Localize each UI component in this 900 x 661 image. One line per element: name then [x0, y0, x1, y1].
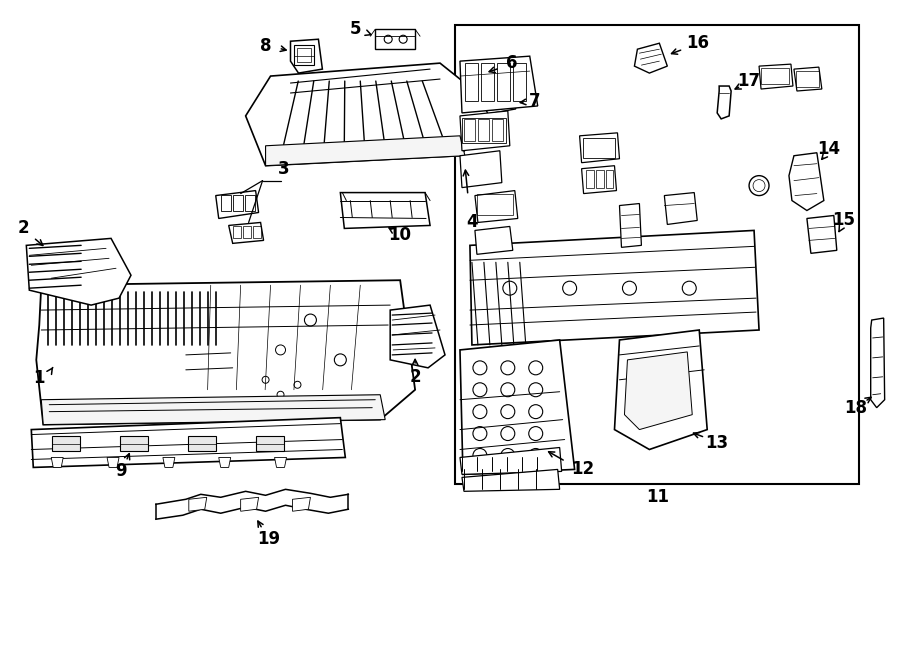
Text: 6: 6 [506, 54, 518, 72]
Text: 10: 10 [389, 227, 411, 245]
Text: 5: 5 [349, 20, 361, 38]
Polygon shape [460, 56, 537, 113]
Bar [233, 227, 240, 239]
Bar [52, 436, 80, 451]
Bar [233, 194, 243, 210]
Polygon shape [391, 305, 445, 368]
Polygon shape [717, 86, 731, 119]
Text: 12: 12 [571, 461, 594, 479]
Polygon shape [460, 340, 574, 475]
Bar [256, 436, 284, 451]
Bar [497, 63, 509, 101]
Polygon shape [619, 204, 642, 247]
Polygon shape [460, 111, 509, 151]
Polygon shape [664, 192, 698, 225]
Text: 11: 11 [646, 488, 669, 506]
Bar [465, 63, 478, 101]
Polygon shape [32, 418, 346, 467]
Text: 18: 18 [844, 399, 868, 416]
Text: 1: 1 [33, 369, 45, 387]
Polygon shape [870, 318, 885, 408]
Bar [298, 48, 311, 62]
Text: 14: 14 [817, 139, 841, 158]
Polygon shape [634, 43, 667, 73]
Polygon shape [470, 231, 759, 345]
Text: 3: 3 [278, 160, 289, 178]
Polygon shape [462, 469, 560, 491]
Bar [120, 436, 148, 451]
Polygon shape [51, 457, 63, 467]
Polygon shape [483, 94, 512, 111]
Polygon shape [581, 166, 616, 194]
Polygon shape [36, 280, 415, 424]
Polygon shape [266, 136, 465, 166]
Text: 17: 17 [737, 72, 760, 90]
Polygon shape [216, 190, 258, 219]
Polygon shape [163, 457, 175, 467]
Polygon shape [26, 239, 131, 305]
Bar [478, 119, 489, 141]
Bar [462, 118, 506, 143]
Polygon shape [625, 352, 692, 430]
Bar [481, 63, 494, 101]
Polygon shape [375, 29, 415, 49]
Bar [582, 137, 616, 158]
Polygon shape [229, 223, 264, 243]
Polygon shape [41, 395, 385, 424]
Text: 2: 2 [17, 219, 29, 237]
Bar [761, 68, 789, 84]
Polygon shape [246, 63, 500, 166]
Polygon shape [789, 153, 824, 210]
Bar [464, 119, 475, 141]
Bar [606, 170, 614, 188]
Polygon shape [460, 151, 502, 188]
Polygon shape [794, 67, 822, 91]
Polygon shape [460, 447, 562, 475]
Polygon shape [340, 192, 430, 229]
Polygon shape [107, 457, 119, 467]
Bar [586, 170, 594, 188]
Polygon shape [480, 91, 516, 114]
Polygon shape [240, 497, 258, 511]
Text: 13: 13 [706, 434, 729, 451]
Polygon shape [759, 64, 793, 89]
Polygon shape [615, 330, 707, 449]
Bar [596, 170, 604, 188]
Polygon shape [219, 457, 230, 467]
Bar [294, 45, 314, 65]
Polygon shape [189, 497, 207, 511]
Text: 15: 15 [832, 212, 855, 229]
Polygon shape [465, 66, 485, 86]
Bar [455, 25, 859, 485]
Polygon shape [475, 190, 518, 223]
Text: 19: 19 [257, 530, 280, 548]
Polygon shape [291, 39, 322, 73]
Bar [243, 227, 250, 239]
Polygon shape [274, 457, 286, 467]
Text: 7: 7 [529, 92, 541, 110]
Polygon shape [475, 227, 513, 254]
Text: 16: 16 [686, 34, 708, 52]
Polygon shape [580, 133, 619, 163]
Bar [188, 436, 216, 451]
Text: 9: 9 [115, 463, 127, 481]
Text: 2: 2 [410, 368, 421, 386]
Text: 4: 4 [466, 214, 478, 231]
Bar [253, 227, 261, 239]
Polygon shape [807, 215, 837, 253]
Bar [492, 119, 503, 141]
Bar [220, 194, 230, 210]
Bar [245, 194, 255, 210]
Bar [796, 71, 819, 87]
Polygon shape [292, 497, 310, 511]
Bar [477, 194, 513, 215]
Text: 8: 8 [260, 37, 271, 56]
Bar [513, 63, 526, 101]
